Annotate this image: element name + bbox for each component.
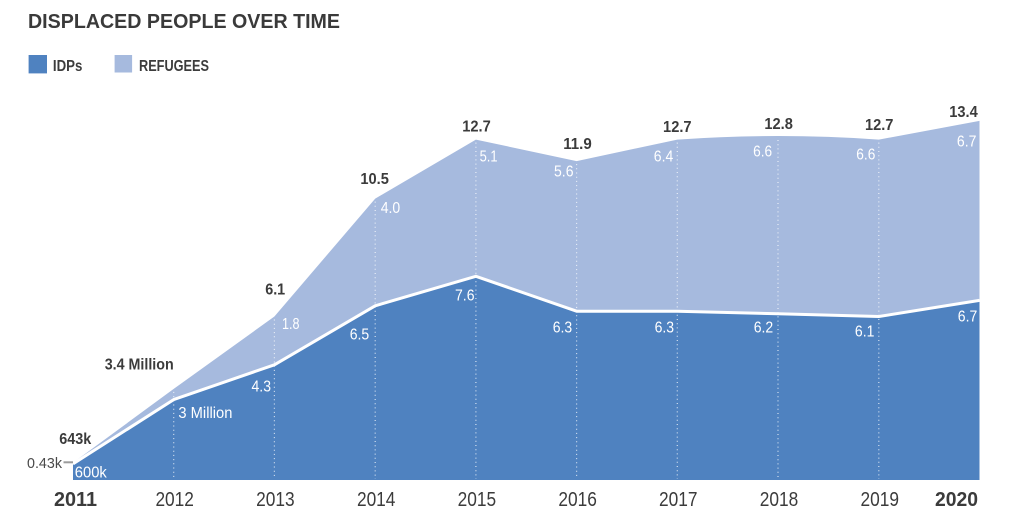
svg-text:3 Million: 3 Million bbox=[178, 405, 232, 422]
svg-text:4.0: 4.0 bbox=[381, 200, 401, 217]
svg-text:2018: 2018 bbox=[760, 489, 799, 511]
svg-text:REFUGEES: REFUGEES bbox=[139, 58, 209, 75]
svg-text:12.7: 12.7 bbox=[663, 119, 692, 136]
svg-text:DISPLACED PEOPLE OVER TIME: DISPLACED PEOPLE OVER TIME bbox=[28, 11, 340, 33]
svg-text:6.6: 6.6 bbox=[856, 147, 875, 164]
svg-text:12.8: 12.8 bbox=[764, 116, 793, 133]
svg-text:6.1: 6.1 bbox=[265, 282, 285, 299]
svg-text:2015: 2015 bbox=[458, 489, 497, 511]
svg-text:0.43k: 0.43k bbox=[27, 455, 62, 472]
svg-text:2020: 2020 bbox=[935, 489, 978, 511]
svg-text:13.4: 13.4 bbox=[949, 104, 978, 121]
svg-text:6.4: 6.4 bbox=[654, 149, 674, 166]
svg-text:643k: 643k bbox=[59, 431, 91, 448]
svg-text:6.6: 6.6 bbox=[753, 144, 772, 161]
svg-text:2016: 2016 bbox=[558, 489, 597, 511]
svg-text:10.5: 10.5 bbox=[360, 171, 389, 188]
svg-text:2014: 2014 bbox=[357, 489, 396, 511]
svg-text:4.3: 4.3 bbox=[252, 379, 272, 396]
svg-text:12.7: 12.7 bbox=[462, 119, 491, 136]
svg-text:2019: 2019 bbox=[861, 489, 900, 511]
svg-text:6.5: 6.5 bbox=[350, 327, 370, 344]
svg-text:IDPs: IDPs bbox=[53, 58, 83, 75]
svg-text:11.9: 11.9 bbox=[563, 136, 592, 153]
svg-text:3.4 Million: 3.4 Million bbox=[105, 356, 174, 373]
svg-text:6.7: 6.7 bbox=[957, 133, 977, 150]
svg-text:5.1: 5.1 bbox=[480, 149, 498, 166]
svg-text:6.7: 6.7 bbox=[958, 309, 978, 326]
svg-text:6.1: 6.1 bbox=[855, 324, 875, 341]
svg-text:12.7: 12.7 bbox=[865, 117, 894, 134]
svg-text:5.6: 5.6 bbox=[554, 164, 574, 181]
svg-text:2017: 2017 bbox=[659, 489, 698, 511]
svg-text:2013: 2013 bbox=[256, 489, 295, 511]
svg-text:6.2: 6.2 bbox=[754, 319, 774, 336]
svg-text:7.6: 7.6 bbox=[455, 288, 475, 305]
svg-text:6.3: 6.3 bbox=[655, 319, 675, 336]
svg-text:600k: 600k bbox=[75, 465, 107, 482]
svg-text:2012: 2012 bbox=[155, 489, 194, 511]
svg-text:6.3: 6.3 bbox=[553, 319, 573, 336]
svg-text:2011: 2011 bbox=[54, 489, 97, 511]
svg-text:1.8: 1.8 bbox=[282, 316, 300, 333]
